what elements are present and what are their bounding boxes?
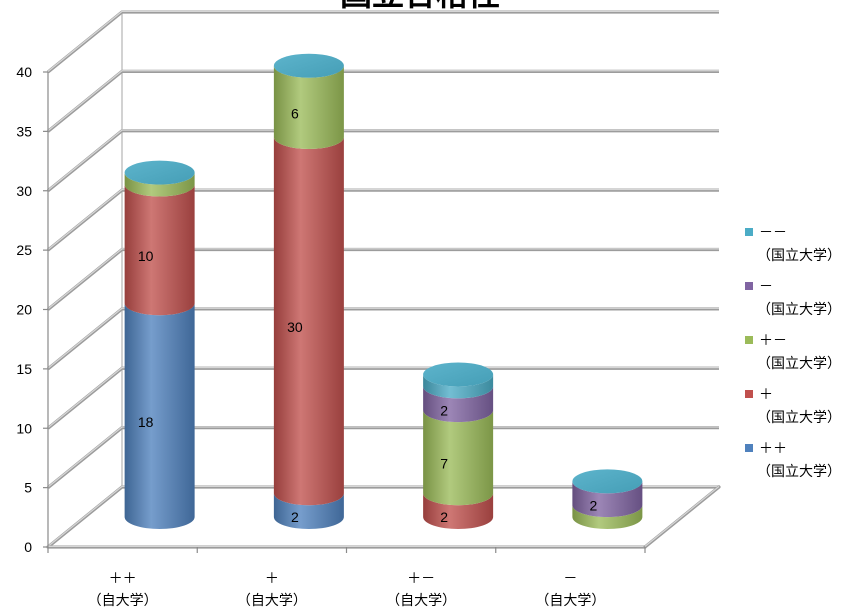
cylinder-segment [423, 374, 494, 399]
legend-swatch [745, 282, 753, 290]
gridline [47, 367, 719, 429]
chart-floor [48, 487, 719, 547]
cylinder-top-cap [423, 362, 494, 387]
cylinder-stack [124, 160, 195, 529]
legend-label: － [759, 278, 773, 294]
legend-item: －－ （国立大学） [745, 224, 841, 263]
cylinder-segment [124, 172, 195, 197]
gridline [47, 10, 719, 72]
data-label: 18 [138, 414, 154, 430]
chart-walls-and-gridlines [46, 10, 721, 549]
data-labels: 18 10 2 30 6 2 7 2 2 [138, 105, 598, 525]
data-label: 6 [291, 105, 299, 121]
y-tick-label: 35 [16, 123, 32, 139]
y-tick-label: 40 [16, 64, 32, 80]
x-category-sublabel: （自大学） [237, 592, 307, 608]
cylinder-segment [423, 493, 494, 529]
gridline [47, 485, 719, 547]
y-tick-label: 10 [16, 420, 32, 436]
legend-label: ＋＋ [759, 440, 787, 456]
cylinder-top-cap [572, 469, 643, 494]
legend: －－ （国立大学） － （国立大学） ＋－ （国立大学） ＋ （国立大学） ＋＋ （国立大学） [745, 224, 841, 479]
data-label: 2 [440, 402, 448, 418]
y-tick-label: 5 [24, 480, 32, 496]
cylinder-top-cap [124, 160, 195, 185]
y-tick-label: 20 [16, 302, 32, 318]
cylinder-segment [273, 493, 344, 529]
legend-label: ＋ [759, 386, 773, 402]
legend-swatch [745, 228, 753, 236]
x-category-sublabel: （自大学） [88, 592, 158, 608]
floor-edge-highlight [644, 485, 720, 547]
gridline [47, 188, 719, 250]
cylinder-segment [273, 65, 344, 149]
legend-item: ＋＋ （国立大学） [745, 440, 841, 479]
legend-swatch [745, 390, 753, 398]
legend-sublabel: （国立大学） [757, 301, 841, 317]
data-label: 2 [291, 509, 299, 525]
legend-label: －－ [759, 224, 787, 240]
gridline-shadow [46, 10, 719, 74]
x-category-sublabel: （自大学） [386, 592, 456, 608]
legend-label: ＋－ [759, 332, 787, 348]
legend-sublabel: （国立大学） [757, 355, 841, 371]
x-category-label: － [563, 570, 577, 586]
legend-swatch [745, 444, 753, 452]
data-label: 10 [138, 248, 154, 264]
x-category-label: ＋ [265, 570, 279, 586]
cylinder-stack [423, 362, 494, 529]
legend-item: ＋ （国立大学） [745, 386, 841, 425]
legend-swatch [745, 336, 753, 344]
gridline [47, 129, 719, 191]
y-tick-label: 30 [16, 183, 32, 199]
gridline [47, 307, 719, 369]
cylinder-top-cap [273, 53, 344, 78]
x-category-sublabel: （自大学） [535, 592, 605, 608]
legend-sublabel: （国立大学） [757, 463, 841, 479]
data-label: 7 [440, 456, 448, 472]
legend-sublabel: （国立大学） [757, 247, 841, 263]
y-tick-label: 0 [24, 539, 32, 555]
legend-sublabel: （国立大学） [757, 409, 841, 425]
cylinders [124, 53, 643, 529]
cylinder-stack [572, 469, 643, 529]
data-label: 30 [287, 319, 303, 335]
legend-item: － （国立大学） [745, 278, 841, 317]
cylinder-segment [273, 137, 344, 506]
gridline [47, 426, 719, 488]
cylinder-segment [124, 184, 195, 316]
legend-item: ＋－ （国立大学） [745, 332, 841, 371]
gridline [47, 70, 719, 132]
gridline [47, 248, 719, 310]
data-label: 2 [440, 509, 448, 525]
data-label: 2 [589, 497, 597, 513]
chart-title: 国立合格性 [340, 0, 500, 12]
y-tick-label: 15 [16, 361, 32, 377]
y-tick-label: 25 [16, 242, 32, 258]
x-category-label: ＋＋ [109, 570, 137, 586]
cylinder-segment [572, 505, 643, 529]
axes: 0 5 10 15 20 25 30 35 40 ＋＋ （自大学） ＋ （自大学） ＋－ （自大学） － （自大… [16, 64, 646, 608]
cylinder-segment [423, 386, 494, 423]
cylinder-segment [572, 481, 643, 518]
cylinder-segment [124, 303, 195, 529]
gridline-shadow [46, 69, 719, 133]
x-category-label: ＋－ [407, 570, 435, 586]
cylinder-stack [273, 53, 344, 529]
cylinder-segment [423, 410, 494, 506]
